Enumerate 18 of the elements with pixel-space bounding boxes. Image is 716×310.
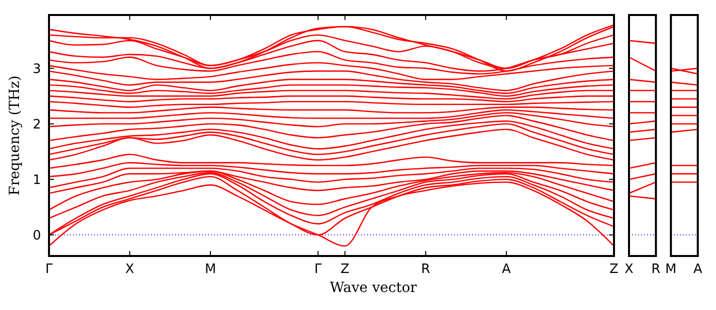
x-tick-label: X	[624, 262, 634, 277]
x-tick-label: Γ	[45, 262, 54, 277]
x-tick-label: A	[693, 262, 702, 277]
x-tick-label: M	[665, 262, 677, 277]
y-axis-title: Frequency (THz)	[7, 75, 23, 196]
x-tick-label: R	[651, 262, 660, 277]
x-tick-label: A	[502, 262, 511, 277]
y-tick-label: 0	[32, 228, 41, 244]
x-tick-label: Γ	[314, 262, 322, 277]
x-tick-label: Z	[340, 262, 350, 277]
y-tick-label: 1	[32, 172, 41, 188]
x-axis-title: Wave vector	[330, 280, 418, 296]
x-tick-label: Z	[610, 262, 619, 277]
y-tick-label: 3	[32, 62, 41, 77]
x-tick-label: X	[125, 262, 134, 277]
y-tick-label: 2	[32, 117, 41, 132]
x-tick-label: R	[421, 262, 430, 277]
x-tick-label: M	[204, 262, 216, 277]
